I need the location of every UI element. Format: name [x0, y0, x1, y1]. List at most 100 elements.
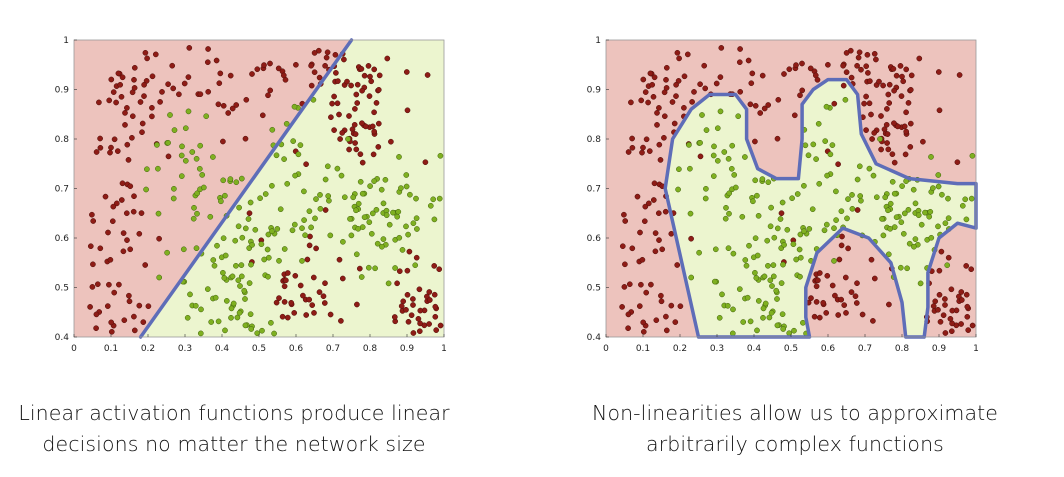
- red-point: [335, 78, 341, 84]
- red-point: [968, 266, 975, 273]
- red-point: [375, 86, 382, 93]
- red-point: [142, 262, 149, 268]
- red-point: [621, 284, 628, 290]
- red-point: [938, 248, 945, 255]
- green-point: [722, 215, 729, 222]
- red-point: [437, 322, 444, 329]
- red-point: [650, 197, 657, 203]
- x-tick-label: 0.9: [932, 344, 947, 354]
- red-point: [417, 307, 424, 314]
- red-point: [108, 76, 115, 83]
- red-point: [359, 120, 365, 127]
- green-point: [778, 280, 785, 286]
- green-point: [317, 205, 324, 212]
- green-point: [805, 152, 812, 159]
- red-point: [300, 292, 306, 299]
- red-point: [265, 92, 271, 99]
- red-point: [90, 218, 97, 224]
- red-point: [661, 134, 667, 141]
- green-point: [379, 243, 385, 250]
- red-point: [332, 51, 339, 58]
- green-point: [928, 234, 935, 241]
- green-point: [197, 330, 204, 337]
- red-point: [799, 87, 806, 94]
- red-point: [890, 66, 897, 72]
- red-point: [337, 136, 343, 142]
- green-point: [944, 262, 951, 269]
- red-point: [220, 138, 226, 145]
- green-point: [752, 235, 759, 242]
- red-point: [894, 123, 901, 130]
- red-point: [661, 113, 668, 120]
- red-point: [106, 281, 112, 288]
- green-point: [430, 196, 437, 203]
- red-point: [123, 210, 130, 217]
- red-point: [668, 230, 675, 237]
- green-point: [185, 108, 192, 115]
- red-point: [654, 122, 660, 128]
- red-point: [937, 318, 944, 325]
- green-point: [171, 127, 178, 133]
- red-point: [863, 63, 870, 70]
- red-point: [426, 321, 432, 327]
- green-point: [753, 275, 760, 281]
- red-point: [619, 243, 626, 250]
- red-point: [416, 286, 423, 293]
- red-point: [816, 314, 823, 321]
- red-point: [831, 100, 838, 107]
- green-point: [407, 191, 413, 198]
- red-point: [871, 50, 878, 57]
- red-point: [431, 291, 438, 298]
- green-point: [197, 142, 204, 149]
- red-point: [303, 161, 309, 168]
- red-point: [311, 50, 318, 56]
- red-point: [815, 277, 821, 284]
- green-point: [208, 319, 215, 325]
- green-point: [228, 314, 234, 321]
- red-point: [936, 291, 943, 298]
- red-point: [718, 45, 725, 51]
- green-point: [355, 200, 362, 207]
- green-point: [223, 298, 230, 304]
- red-point: [145, 303, 152, 310]
- red-point: [149, 113, 155, 120]
- green-point: [730, 306, 736, 313]
- green-point: [898, 219, 905, 226]
- red-point: [843, 69, 850, 76]
- red-point: [124, 237, 130, 243]
- red-point: [878, 146, 884, 153]
- red-point: [308, 62, 314, 69]
- red-point: [322, 280, 328, 287]
- y-tick-label: 0.7: [55, 185, 69, 195]
- x-tick-label: 0.4: [215, 344, 230, 354]
- red-point: [947, 315, 954, 322]
- nonlinear-scatter-chart: 0 0.1 0.2 0.3 0.4 0.5 0.6 0.7 0.8 0.9 10.40.50.60.…: [587, 36, 979, 354]
- red-point: [356, 265, 363, 272]
- red-point: [654, 110, 660, 116]
- red-point: [759, 72, 766, 79]
- green-point: [703, 185, 709, 192]
- red-point: [306, 296, 313, 303]
- green-point: [340, 238, 346, 245]
- red-point: [677, 303, 684, 310]
- red-point: [339, 275, 346, 282]
- red-point: [323, 54, 330, 61]
- green-point: [194, 190, 201, 197]
- green-point: [283, 120, 290, 127]
- red-point: [368, 78, 375, 85]
- red-point: [935, 69, 942, 75]
- green-point: [730, 250, 737, 257]
- red-point: [432, 303, 439, 310]
- green-point: [810, 141, 817, 148]
- y-axis: 0.4 0.5 0.6 0.7 0.8 0.9 1: [55, 36, 77, 343]
- green-point: [900, 230, 907, 237]
- green-point: [797, 254, 804, 261]
- red-point: [736, 59, 743, 66]
- red-point: [637, 229, 643, 236]
- red-point: [185, 74, 192, 80]
- x-tick-label: 0.3: [710, 344, 724, 354]
- nonlinear-boundary: [663, 77, 978, 339]
- red-point: [96, 99, 102, 106]
- green-point: [179, 143, 185, 150]
- green-point: [398, 185, 404, 191]
